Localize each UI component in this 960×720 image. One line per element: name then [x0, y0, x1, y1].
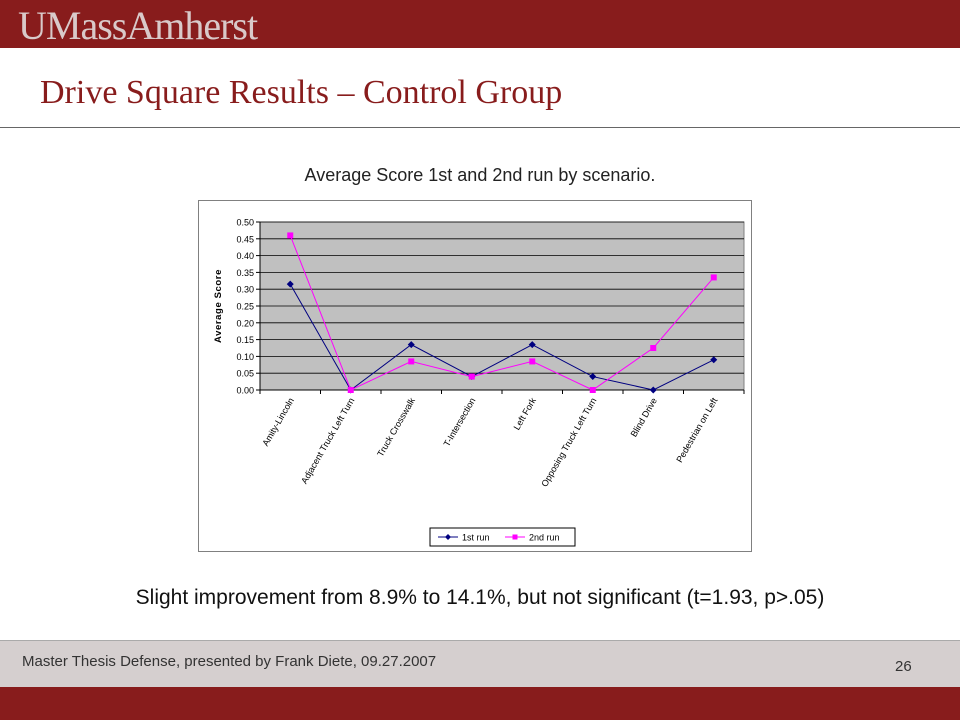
data-point	[650, 345, 657, 351]
x-tick-label: Pedestrian on Left	[674, 396, 719, 465]
data-point	[649, 386, 657, 394]
y-tick-label: 0.25	[236, 302, 254, 312]
bottom-bar	[0, 687, 960, 720]
page-number: 26	[895, 658, 912, 675]
y-tick-label: 0.05	[236, 369, 254, 379]
x-tick-label: T-Intersection	[442, 396, 478, 448]
data-point	[529, 358, 536, 365]
legend-marker	[445, 534, 451, 540]
title-divider	[0, 127, 960, 128]
umass-amherst-logo: UMassAmherst	[18, 3, 258, 48]
slide-title: Drive Square Results – Control Group	[40, 74, 563, 111]
data-point	[589, 373, 597, 381]
x-tick-label: Truck Crosswalk	[375, 396, 417, 459]
y-tick-label: 0.20	[236, 318, 254, 328]
series-line-2	[289, 235, 715, 391]
legend-label: 1st run	[462, 533, 490, 543]
legend-box	[429, 527, 576, 547]
data-point	[407, 341, 415, 349]
header-bar: UMassAmherst	[0, 0, 960, 48]
y-tick-label: 0.15	[236, 335, 254, 345]
data-point	[287, 232, 294, 239]
x-tick-label: Blind Drive	[629, 396, 659, 439]
y-tick-label: 0.30	[236, 285, 254, 295]
x-tick-label: Left Fork	[512, 396, 539, 432]
series-line-1	[289, 283, 714, 391]
line-chart: 0.00 0.05 0.10 0.15 0.20 0.25 0.30 0.35 0.40 0.45…	[198, 200, 752, 552]
data-point	[408, 358, 415, 365]
data-point	[528, 341, 536, 349]
x-tick-label: Amity-Lincoln	[260, 396, 296, 448]
y-tick-label: 0.40	[236, 251, 254, 261]
result-statement: Slight improvement from 8.9% to 14.1%, b…	[135, 586, 825, 609]
x-tick-label: Opposing Truck Left Turn	[539, 396, 598, 489]
data-point	[589, 387, 596, 393]
y-tick-label: 0.00	[236, 386, 254, 396]
data-point	[710, 274, 717, 281]
footer-text: Master Thesis Defense, presented by Fran…	[22, 653, 437, 670]
y-tick-label: 0.10	[236, 352, 254, 362]
x-tick-label: Adjacent Truck Left Turn	[299, 396, 356, 485]
y-tick-label: 0.35	[236, 268, 254, 278]
legend-marker	[512, 534, 518, 540]
y-axis-label: Average Score	[213, 269, 224, 343]
chart-svg: 0.00 0.05 0.10 0.15 0.20 0.25 0.30 0.35 0.40 0.45…	[213, 218, 745, 547]
data-point	[468, 373, 475, 380]
data-point	[286, 280, 294, 288]
data-point	[347, 387, 354, 393]
data-point	[710, 356, 718, 364]
y-tick-label: 0.45	[236, 234, 254, 244]
footer-band	[0, 640, 960, 688]
legend-label: 2nd run	[529, 533, 560, 543]
y-tick-label: 0.50	[236, 218, 254, 228]
chart-caption: Average Score 1st and 2nd run by scenari…	[304, 165, 656, 185]
